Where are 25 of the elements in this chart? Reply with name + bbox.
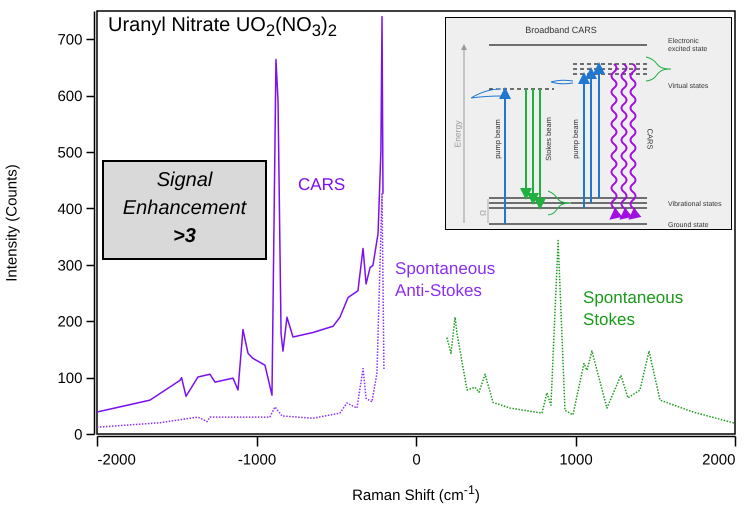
annotation: Signal Enhancement >3 <box>102 160 267 260</box>
y-axis-title: Intensity (Counts) <box>4 164 20 282</box>
x-tick-label: 1000 <box>559 452 593 468</box>
x-axis-title: Raman Shift (cm$^{-1}$) <box>352 483 480 504</box>
y-tick-label: 100 <box>57 370 82 388</box>
x-tick-label: -2000 <box>98 452 136 468</box>
x-tick-label: 2000 <box>702 452 736 468</box>
x-tick-label: 0 <box>412 452 421 468</box>
y-tick-label: 200 <box>57 314 82 331</box>
y-tick-label: 300 <box>57 257 82 274</box>
series-label: Spontaneous Anti-Stokes <box>395 258 496 302</box>
y-tick-label: 400 <box>57 200 82 218</box>
series-label: CARS <box>298 174 346 196</box>
y-tick-label: 700 <box>57 32 82 49</box>
chart-title: Uranyl Nitrate UO$_{2}$(NO$_{3}$)$_{2}$ <box>108 14 337 41</box>
y-tick-label: 0 <box>74 426 82 444</box>
y-tick-label: 600 <box>57 88 82 106</box>
annotation: Ω <box>478 210 488 216</box>
line-series <box>97 192 385 428</box>
y-tick-label: 500 <box>57 144 82 162</box>
annotation: Broadband CARS <box>525 25 597 35</box>
line-series <box>97 16 384 413</box>
x-tick-label: -1000 <box>238 452 276 468</box>
annotation: Energy <box>452 120 463 148</box>
series-label: Spontaneous Stokes <box>583 287 684 331</box>
